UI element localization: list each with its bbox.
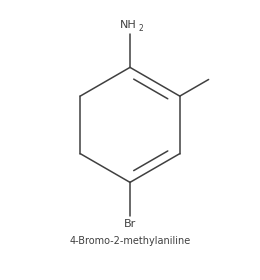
Text: Br: Br bbox=[124, 220, 136, 229]
Text: 2: 2 bbox=[138, 24, 143, 33]
Text: NH: NH bbox=[120, 20, 137, 30]
Text: 4-Bromo-2-methylaniline: 4-Bromo-2-methylaniline bbox=[69, 236, 191, 246]
